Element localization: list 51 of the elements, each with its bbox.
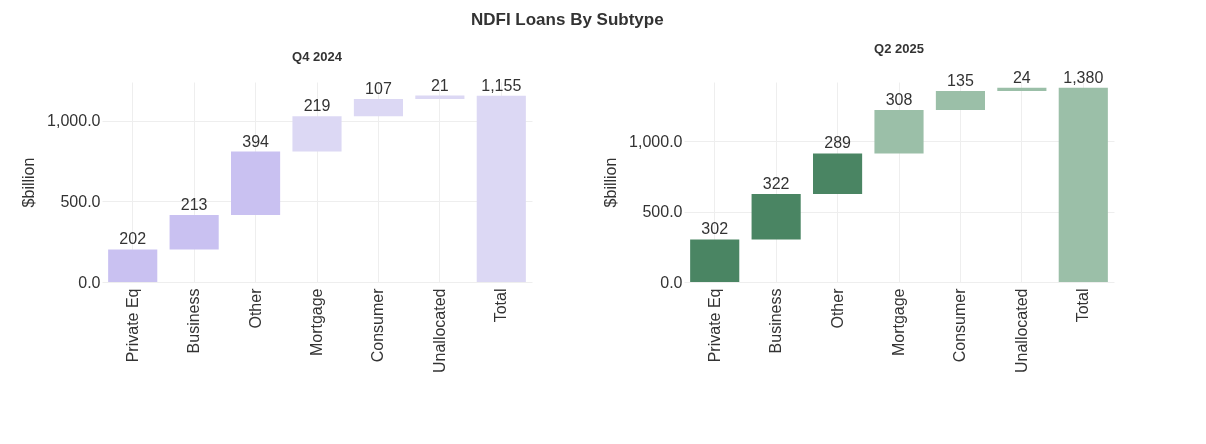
x-tick-label: Consumer	[951, 287, 969, 363]
x-tick-label: Consumer	[369, 287, 387, 363]
x-tick-label: Unallocated	[430, 288, 448, 373]
x-tick-label: Unallocated	[1012, 288, 1030, 373]
chart-subtitle: Q4 2024	[292, 48, 343, 64]
data-label: 202	[119, 230, 147, 248]
bar	[476, 95, 526, 282]
x-tick-label: Total	[1074, 288, 1092, 323]
data-label: 107	[365, 79, 392, 97]
data-label: 135	[947, 72, 974, 90]
bar	[231, 151, 281, 216]
bar	[874, 110, 924, 154]
bar	[292, 116, 342, 152]
bar	[1058, 87, 1108, 282]
x-tick-label: Private Eq	[123, 288, 141, 363]
data-label: 322	[762, 175, 790, 193]
x-tick-label: Mortgage	[308, 288, 325, 357]
data-label: 24	[1012, 68, 1031, 86]
x-tick-label: Other	[246, 287, 264, 329]
x-tick-label: Mortgage	[890, 288, 907, 357]
data-label: 308	[885, 91, 913, 109]
data-label: 394	[242, 132, 270, 150]
text: NDFI Loans By Subtype	[470, 9, 664, 29]
y-tick-label: 0.0	[660, 273, 683, 291]
y-tick-label: 500.0	[642, 203, 683, 221]
data-label: 21	[430, 76, 449, 94]
data-label: 219	[303, 97, 331, 115]
x-tick-label: Other	[828, 287, 846, 329]
data-label: 1,380	[1063, 68, 1104, 86]
bar	[169, 215, 219, 250]
bar	[353, 98, 403, 117]
chart-subtitle: Q2 2025	[874, 40, 924, 56]
y-tick-label: 1,000.0	[629, 132, 683, 150]
y-tick-label: 500.0	[60, 192, 101, 210]
data-label: 289	[824, 134, 852, 152]
data-label: 1,155	[481, 76, 522, 94]
x-tick-label: Total	[492, 288, 510, 323]
y-tick-label: 0.0	[78, 273, 101, 291]
y-axis-title: $billion	[20, 157, 38, 208]
bar	[751, 194, 801, 240]
x-tick-label: Business	[767, 288, 785, 354]
x-tick-label: Private Eq	[705, 288, 723, 363]
bar	[813, 153, 863, 195]
y-tick-label: 1,000.0	[47, 112, 101, 130]
data-label: 302	[701, 220, 729, 238]
bar	[690, 239, 740, 282]
bar	[935, 91, 985, 111]
data-label: 213	[180, 196, 208, 214]
bar	[108, 249, 158, 282]
x-tick-label: Business	[185, 288, 203, 354]
y-axis-title: $billion	[602, 157, 620, 208]
